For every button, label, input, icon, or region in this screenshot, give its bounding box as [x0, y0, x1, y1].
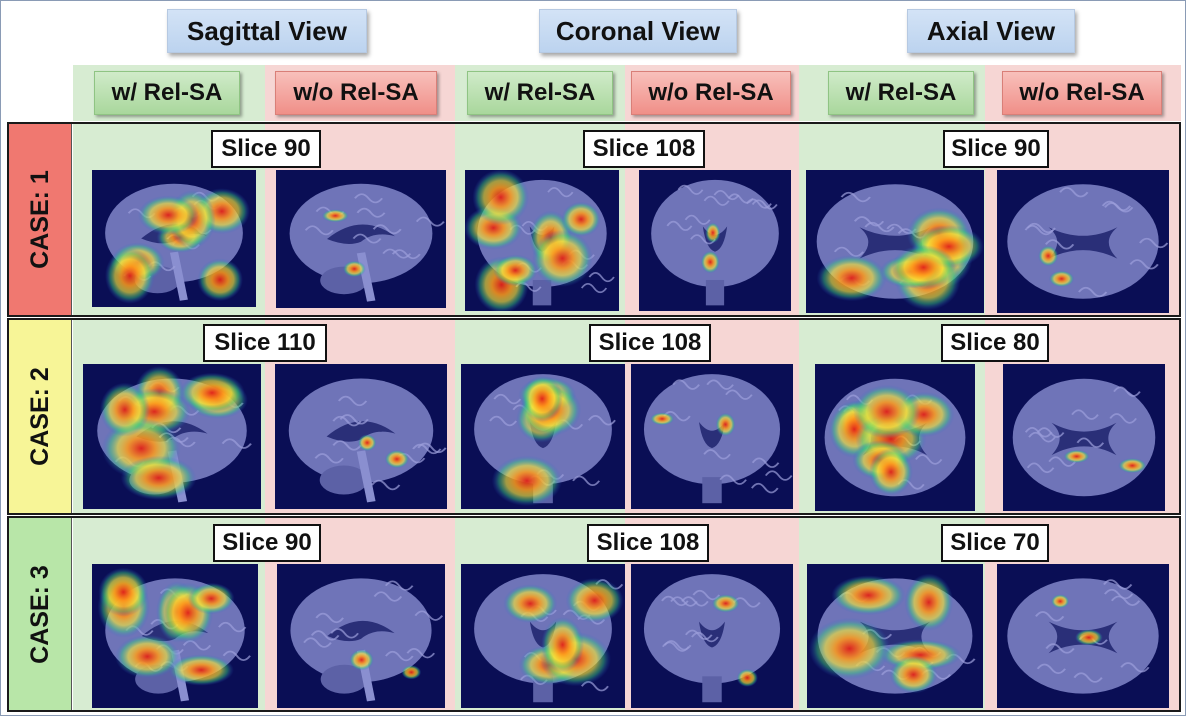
case2-sagittal-without-scan	[275, 364, 447, 509]
mri-slice-graphic	[631, 564, 793, 708]
case3-label: CASE: 3	[25, 564, 54, 664]
case2-axial-slice-label: Slice 80	[941, 324, 1049, 362]
mri-slice-graphic	[465, 170, 619, 311]
case1-label: CASE: 1	[25, 170, 54, 269]
sagittal-without-label: w/o Rel-SA	[275, 71, 437, 115]
mri-slice-graphic	[275, 364, 447, 509]
mri-slice-graphic	[461, 564, 625, 708]
case-row-2: CASE: 2 Slice 110 Slice 108 Slice 80	[7, 318, 1181, 515]
case-row-1: CASE: 1 Slice 90 Slice 108 Slice 90	[7, 122, 1181, 317]
case2-label: CASE: 2	[25, 367, 54, 466]
axial-without-label: w/o Rel-SA	[1002, 71, 1162, 115]
case2-axial-without-scan	[1003, 364, 1165, 511]
case1-coronal-slice-label: Slice 108	[583, 130, 705, 168]
case2-coronal-slice-label: Slice 108	[589, 324, 711, 362]
case2-axial-with-scan	[815, 364, 975, 511]
case-row-3: CASE: 3 Slice 90 Slice 108 Slice 70	[7, 516, 1181, 712]
sagittal-view-header: Sagittal View	[167, 9, 367, 53]
coronal-without-label: w/o Rel-SA	[631, 71, 791, 115]
mri-slice-graphic	[92, 170, 256, 307]
coronal-with-label: w/ Rel-SA	[467, 71, 613, 115]
mri-slice-graphic	[277, 564, 445, 708]
case3-axial-with-scan	[807, 564, 983, 708]
case3-coronal-with-scan	[461, 564, 625, 708]
case3-label-box: CASE: 3	[9, 518, 72, 710]
case3-sagittal-without-scan	[277, 564, 445, 708]
case1-axial-slice-label: Slice 90	[943, 130, 1049, 168]
mri-slice-graphic	[997, 170, 1169, 313]
case1-sagittal-without-scan	[276, 170, 446, 308]
case2-sagittal-with-scan	[83, 364, 261, 509]
mri-slice-graphic	[815, 364, 975, 511]
case3-sagittal-with-scan	[92, 564, 258, 708]
axial-with-label: w/ Rel-SA	[828, 71, 974, 115]
case2-label-box: CASE: 2	[9, 320, 72, 513]
mri-slice-graphic	[639, 170, 791, 311]
mri-slice-graphic	[631, 364, 793, 509]
case1-coronal-without-scan	[639, 170, 791, 311]
mri-slice-graphic	[806, 170, 984, 313]
case2-coronal-without-scan	[631, 364, 793, 509]
case3-axial-without-scan	[997, 564, 1169, 708]
case1-label-box: CASE: 1	[9, 124, 72, 315]
case1-axial-without-scan	[997, 170, 1169, 313]
case3-sagittal-slice-label: Slice 90	[213, 524, 321, 562]
case3-axial-slice-label: Slice 70	[941, 524, 1049, 562]
case1-sagittal-with-scan	[92, 170, 256, 307]
coronal-view-header: Coronal View	[539, 9, 737, 53]
case1-axial-with-scan	[806, 170, 984, 313]
mri-slice-graphic	[276, 170, 446, 308]
mri-slice-graphic	[807, 564, 983, 708]
mri-slice-graphic	[83, 364, 261, 509]
mri-slice-graphic	[461, 364, 625, 509]
mri-slice-graphic	[997, 564, 1169, 708]
mri-slice-graphic	[1003, 364, 1165, 511]
axial-view-header: Axial View	[907, 9, 1075, 53]
sagittal-with-label: w/ Rel-SA	[94, 71, 240, 115]
case3-coronal-without-scan	[631, 564, 793, 708]
case1-coronal-with-scan	[465, 170, 619, 311]
case2-coronal-with-scan	[461, 364, 625, 509]
mri-slice-graphic	[92, 564, 258, 708]
case3-coronal-slice-label: Slice 108	[587, 524, 709, 562]
case1-sagittal-slice-label: Slice 90	[211, 130, 321, 168]
case2-sagittal-slice-label: Slice 110	[203, 324, 327, 362]
